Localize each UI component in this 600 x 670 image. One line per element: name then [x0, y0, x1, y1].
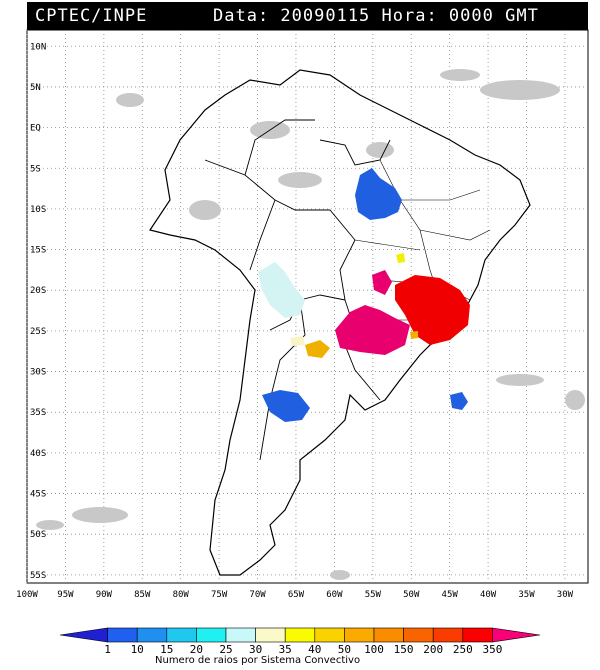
cloud-patches	[36, 69, 585, 580]
legend-tick-label: 25	[219, 643, 232, 656]
legend-swatch	[344, 627, 375, 643]
legend-tick-label: 10	[131, 643, 144, 656]
legend-swatch	[59, 627, 108, 643]
axis-ticks: 10N 5N EQ 5S 10S 15S 20S 25S 30S 35S 40S 45S 50S 55S 1…	[16, 42, 573, 600]
legend-tick-label: 35	[279, 643, 292, 656]
storm-coast-small	[410, 331, 418, 339]
legend-swatch	[373, 627, 404, 643]
lat-tick-label: 55S	[30, 571, 46, 581]
header-bar: CPTEC/INPE Data: 20090115 Hora: 0000 GMT	[27, 2, 588, 30]
source-label: CPTEC/INPE	[35, 6, 148, 26]
storm-minas-yellow	[396, 253, 405, 263]
legend-tick-label: 40	[308, 643, 321, 656]
legend-swatch	[492, 627, 541, 643]
lon-tick-label: 70W	[249, 590, 266, 600]
storm-pampa	[262, 390, 310, 422]
legend-tick-label: 30	[249, 643, 262, 656]
legend-swatch	[107, 627, 138, 643]
lat-tick-label: 45S	[30, 490, 46, 500]
storm-bolivia	[258, 262, 305, 318]
lat-tick-label: 5S	[30, 164, 41, 174]
lat-tick-label: 10S	[30, 205, 46, 215]
lat-tick-label: 15S	[30, 246, 46, 256]
lat-tick-label: 20S	[30, 286, 46, 296]
legend-swatch	[403, 627, 434, 643]
map-frame	[26, 29, 589, 584]
legend-swatch	[255, 627, 286, 643]
legend-swatch	[166, 627, 197, 643]
lat-tick-label: 40S	[30, 449, 46, 459]
continent-outline	[149, 69, 531, 576]
lat-tick-label: 35S	[30, 408, 46, 418]
lon-tick-label: 55W	[365, 590, 382, 600]
legend-title: Numero de raios por Sistema Convectivo	[155, 655, 361, 666]
lon-tick-label: 90W	[96, 590, 113, 600]
legend-tick-label: 100	[364, 643, 384, 656]
grid-lines	[26, 30, 588, 583]
lat-tick-label: 50S	[30, 530, 46, 540]
storm-southeast-north	[372, 270, 392, 295]
storm-atlantic	[450, 392, 468, 410]
lon-tick-label: 80W	[173, 590, 190, 600]
storm-southeast	[395, 275, 470, 345]
legend-tick-label: 1	[104, 643, 111, 656]
convective-systems	[258, 168, 470, 422]
lon-tick-label: 65W	[288, 590, 305, 600]
legend-swatch	[432, 627, 464, 643]
storm-argentina-pale	[290, 336, 305, 346]
date-time-label: Data: 20090115 Hora: 0000 GMT	[213, 6, 539, 26]
storm-amazon	[355, 168, 402, 220]
lon-tick-label: 95W	[57, 590, 74, 600]
legend: 1 10 15 20 25 30 35 40 50 100 150 200 250 350	[59, 627, 541, 656]
lat-tick-label: 5N	[30, 83, 41, 93]
lon-tick-label: 45W	[442, 590, 459, 600]
legend-tick-label: 20	[190, 643, 203, 656]
storm-argentina	[305, 340, 330, 358]
legend-tick-label: 150	[394, 643, 414, 656]
lon-tick-label: 60W	[326, 590, 343, 600]
lat-tick-label: EQ	[30, 124, 41, 134]
lon-tick-label: 30W	[557, 590, 574, 600]
lon-tick-label: 35W	[518, 590, 535, 600]
legend-swatch	[225, 627, 256, 643]
legend-swatch	[284, 627, 316, 643]
legend-tick-label: 50	[338, 643, 351, 656]
legend-swatch	[462, 627, 493, 643]
lat-tick-label: 30S	[30, 368, 46, 378]
legend-swatch	[196, 627, 227, 643]
lat-tick-label: 10N	[30, 42, 46, 52]
legend-tick-label: 250	[453, 643, 473, 656]
legend-tick-label: 15	[160, 643, 173, 656]
lat-tick-label: 25S	[30, 327, 46, 337]
lon-tick-label: 75W	[211, 590, 228, 600]
legend-tick-label: 200	[423, 643, 443, 656]
lon-tick-label: 85W	[134, 590, 151, 600]
lon-tick-label: 100W	[16, 590, 38, 600]
legend-tick-label: 350	[482, 643, 502, 656]
legend-swatch	[314, 627, 345, 643]
legend-swatch	[136, 627, 168, 643]
storm-paraguay	[335, 305, 410, 355]
lon-tick-label: 40W	[480, 590, 497, 600]
lon-tick-label: 50W	[403, 590, 420, 600]
